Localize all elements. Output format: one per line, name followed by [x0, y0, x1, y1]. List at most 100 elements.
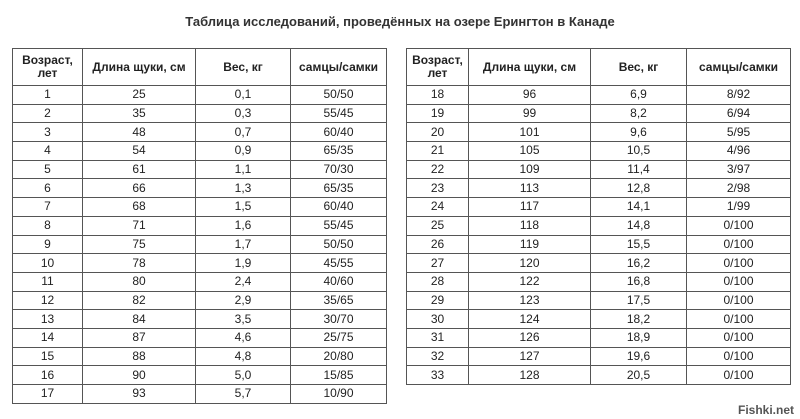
cell: 14 — [12, 327, 83, 348]
cell: 25 — [82, 85, 196, 105]
cell: 128 — [468, 365, 591, 385]
row: 12 82 2,9 35/65 — [12, 290, 387, 311]
cell: 1,6 — [195, 215, 291, 236]
cell: 124 — [468, 309, 591, 329]
cell: 6,9 — [590, 85, 687, 105]
cell: 6 — [12, 178, 83, 199]
row: 17 93 5,7 10/90 — [12, 384, 387, 404]
watermark: Fishki.net — [737, 403, 794, 417]
cell: 40/60 — [290, 271, 387, 292]
cell: 3/97 — [686, 159, 791, 180]
cell: 4,8 — [195, 346, 291, 367]
cell: 5,7 — [195, 384, 291, 404]
cell: 10 — [12, 253, 83, 273]
cell: 5,0 — [195, 365, 291, 385]
header-cell: Возраст, лет — [406, 48, 469, 86]
cell: 22 — [406, 159, 469, 180]
cell: 9,6 — [590, 122, 687, 143]
cell: 8/92 — [686, 85, 791, 105]
header-cell: самцы/самки — [686, 48, 791, 86]
cell: 120 — [468, 253, 591, 273]
header-cell: Вес, кг — [195, 48, 291, 86]
cell: 123 — [468, 290, 591, 311]
cell: 0/100 — [686, 253, 791, 273]
cell: 13 — [12, 309, 83, 329]
cell: 19 — [406, 103, 469, 124]
cell: 93 — [82, 384, 196, 404]
cell: 105 — [468, 141, 591, 161]
cell: 1/99 — [686, 197, 791, 217]
cell: 117 — [468, 197, 591, 217]
cell: 61 — [82, 159, 196, 180]
row: 15 88 4,8 20/80 — [12, 346, 387, 367]
header-cell: Вес, кг — [590, 48, 687, 86]
row: 7 68 1,5 60/40 — [12, 197, 387, 217]
cell: 25 — [406, 215, 469, 236]
cell: 122 — [468, 271, 591, 292]
cell: 15/85 — [290, 365, 387, 385]
cell: 60/40 — [290, 122, 387, 143]
row: 30 124 18,2 0/100 — [406, 309, 791, 329]
cell: 7 — [12, 197, 83, 217]
cell: 17,5 — [590, 290, 687, 311]
cell: 16,2 — [590, 253, 687, 273]
cell: 11,4 — [590, 159, 687, 180]
header-cell: Длина щуки, см — [82, 48, 196, 86]
cell: 2 — [12, 103, 83, 124]
header-cell: Возраст, лет — [12, 48, 83, 86]
cell: 18 — [406, 85, 469, 105]
cell: 26 — [406, 234, 469, 255]
cell: 99 — [468, 103, 591, 124]
row: 13 84 3,5 30/70 — [12, 309, 387, 329]
cell: 14,1 — [590, 197, 687, 217]
cell: 82 — [82, 290, 196, 311]
row: 11 80 2,4 40/60 — [12, 271, 387, 292]
row: 16 90 5,0 15/85 — [12, 365, 387, 385]
cell: 50/50 — [290, 85, 387, 105]
row: 10 78 1,9 45/55 — [12, 253, 387, 273]
row: 8 71 1,6 55/45 — [12, 215, 387, 236]
title: Таблица исследований, проведённых на озе… — [185, 14, 615, 29]
row: 19 99 8,2 6/94 — [406, 103, 791, 124]
cell: 84 — [82, 309, 196, 329]
row: 31 126 18,9 0/100 — [406, 327, 791, 348]
cell: 0/100 — [686, 215, 791, 236]
cell: 12,8 — [590, 178, 687, 199]
cell: 68 — [82, 197, 196, 217]
cell: 12 — [12, 290, 83, 311]
row: 23 113 12,8 2/98 — [406, 178, 791, 199]
cell: 66 — [82, 178, 196, 199]
cell: 8 — [12, 215, 83, 236]
cell: 65/35 — [290, 141, 387, 161]
cell: 0/100 — [686, 309, 791, 329]
cell: 10,5 — [590, 141, 687, 161]
row: 4 54 0,9 65/35 — [12, 141, 387, 161]
cell: 1,1 — [195, 159, 291, 180]
row: 1 25 0,1 50/50 — [12, 85, 387, 105]
row: 22 109 11,4 3/97 — [406, 159, 791, 180]
cell: 0/100 — [686, 234, 791, 255]
cell: 19,6 — [590, 346, 687, 367]
cell: 90 — [82, 365, 196, 385]
cell: 20 — [406, 122, 469, 143]
cell: 48 — [82, 122, 196, 143]
cell: 5/95 — [686, 122, 791, 143]
cell: 1,5 — [195, 197, 291, 217]
cell: 8,2 — [590, 103, 687, 124]
cell: 0/100 — [686, 346, 791, 367]
row: 26 119 15,5 0/100 — [406, 234, 791, 255]
cell: 118 — [468, 215, 591, 236]
cell: 96 — [468, 85, 591, 105]
cell: 35 — [82, 103, 196, 124]
cell: 0,7 — [195, 122, 291, 143]
cell: 101 — [468, 122, 591, 143]
cell: 18,2 — [590, 309, 687, 329]
header-cell: самцы/самки — [290, 48, 387, 86]
cell: 29 — [406, 290, 469, 311]
row: 20 101 9,6 5/95 — [406, 122, 791, 143]
cell: 127 — [468, 346, 591, 367]
cell: 0,3 — [195, 103, 291, 124]
cell: 126 — [468, 327, 591, 348]
cell: 28 — [406, 271, 469, 292]
